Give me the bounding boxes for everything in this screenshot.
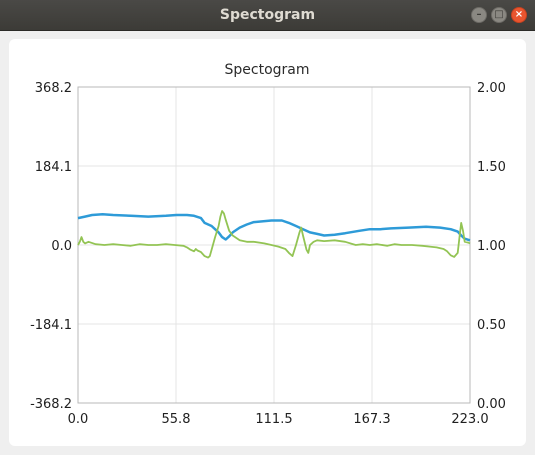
window-titlebar[interactable]: Spectogram – □ ×	[0, 0, 535, 31]
minimize-button[interactable]: –	[471, 7, 487, 23]
y-left-tick-label: 368.2	[35, 81, 72, 96]
chart-panel	[9, 39, 526, 446]
x-tick-label: 223.0	[451, 412, 488, 427]
window-title: Spectogram	[219, 7, 316, 23]
x-tick-label: 55.8	[162, 412, 191, 427]
series-line-2	[77, 210, 471, 259]
chart-title: Spectogram	[225, 62, 310, 78]
chart-tick-labels: 0.0 55.8 111.5 167.3 223.0 368.2 2.00 184.1 1.50…	[30, 81, 506, 427]
x-tick-label: 111.5	[255, 412, 292, 427]
window-controls: – □ ×	[471, 7, 527, 23]
y-left-tick-label: -184.1	[30, 318, 72, 333]
series-line-1	[77, 212, 471, 242]
y-right-tick-label: 0.00	[477, 397, 506, 412]
y-right-tick-label: 1.00	[477, 239, 506, 254]
maximize-button[interactable]: □	[491, 7, 507, 23]
spectogram-chart: Spectogram 0.0 55.8 111.5 167.3 223.0 368.2 2.…	[30, 62, 506, 427]
window-content	[0, 31, 535, 455]
y-right-tick-label: 0.50	[477, 318, 506, 333]
chart-series	[77, 210, 471, 259]
y-right-tick-label: 2.00	[477, 81, 506, 96]
x-tick-label: 167.3	[353, 412, 390, 427]
y-right-tick-label: 1.50	[477, 160, 506, 175]
y-left-tick-label: 0.0	[51, 239, 72, 254]
y-left-tick-label: 184.1	[35, 160, 72, 175]
y-left-tick-label: -368.2	[30, 397, 72, 412]
x-tick-label: 0.0	[68, 412, 89, 427]
close-button[interactable]: ×	[511, 7, 527, 23]
